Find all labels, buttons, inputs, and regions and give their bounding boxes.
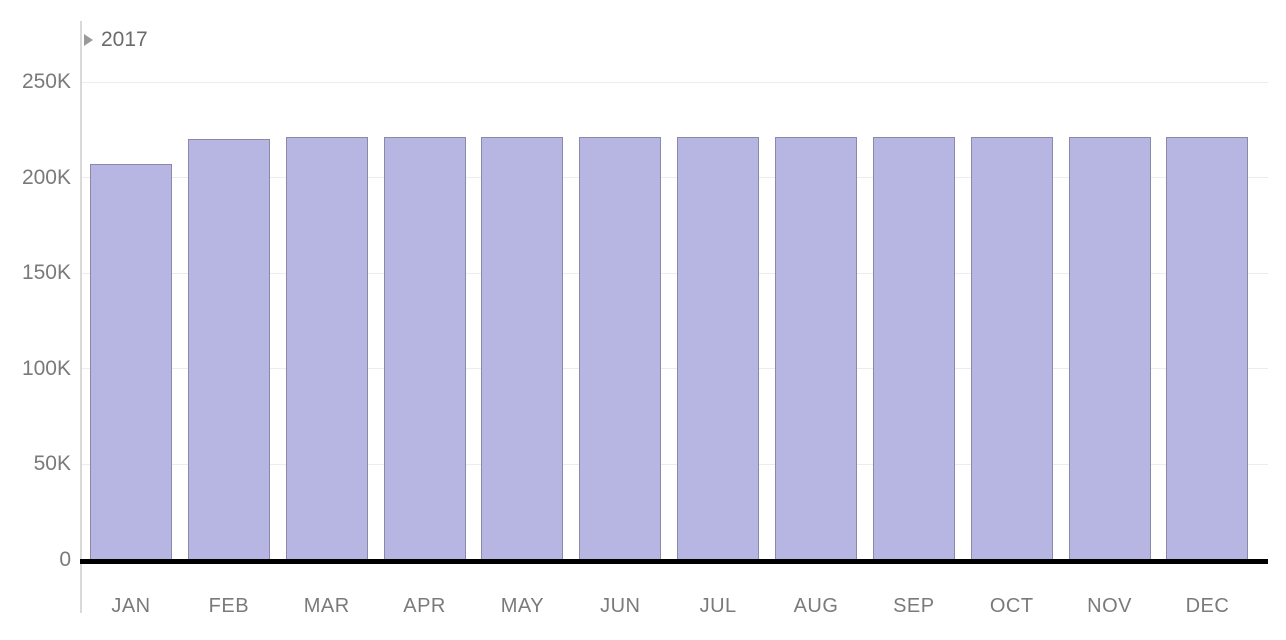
bar-aug[interactable] xyxy=(775,137,858,560)
x-tick-label-apr: APR xyxy=(403,595,446,617)
x-tick-label-jan: JAN xyxy=(111,595,151,617)
gridline-150K xyxy=(80,272,1268,274)
bar-mar[interactable] xyxy=(285,137,368,560)
bar-feb[interactable] xyxy=(187,139,270,560)
gridline-50K xyxy=(80,463,1268,465)
x-tick-label-sep: SEP xyxy=(893,595,935,617)
bar-may[interactable] xyxy=(481,137,564,560)
y-tick-label-0: 0 xyxy=(59,548,71,571)
x-tick-label-jun: JUN xyxy=(600,595,641,617)
gridline-250K xyxy=(80,81,1268,83)
y-tick-label-50K: 50K xyxy=(33,452,71,476)
x-tick-label-feb: FEB xyxy=(208,595,250,617)
bar-jul[interactable] xyxy=(677,137,760,560)
gridline-200K xyxy=(80,177,1268,179)
year-group-header[interactable]: 2017 xyxy=(84,28,148,52)
disclosure-triangle-icon[interactable] xyxy=(84,34,93,46)
bar-nov[interactable] xyxy=(1068,137,1151,560)
bar-oct[interactable] xyxy=(970,137,1053,560)
bar-sep[interactable] xyxy=(872,137,955,560)
bar-dec[interactable] xyxy=(1166,137,1249,560)
year-label: 2017 xyxy=(101,28,148,51)
y-axis-line xyxy=(80,21,82,613)
y-tick-label-150K: 150K xyxy=(21,261,71,285)
x-tick-label-jul: JUL xyxy=(699,595,737,617)
x-tick-label-may: MAY xyxy=(500,595,545,617)
bar-jan[interactable] xyxy=(90,164,172,560)
gridline-100K xyxy=(80,368,1268,370)
x-tick-label-oct: OCT xyxy=(989,595,1034,617)
y-tick-label-100K: 100K xyxy=(21,356,71,380)
x-tick-label-dec: DEC xyxy=(1185,595,1230,617)
bar-apr[interactable] xyxy=(383,137,466,560)
x-axis-baseline xyxy=(80,559,1268,564)
bar-jun[interactable] xyxy=(579,137,662,560)
x-tick-label-aug: AUG xyxy=(793,595,839,617)
x-tick-label-mar: MAR xyxy=(303,595,350,617)
y-tick-label-200K: 200K xyxy=(21,165,71,189)
y-tick-label-250K: 250K xyxy=(21,70,71,93)
x-tick-label-nov: NOV xyxy=(1087,595,1132,617)
